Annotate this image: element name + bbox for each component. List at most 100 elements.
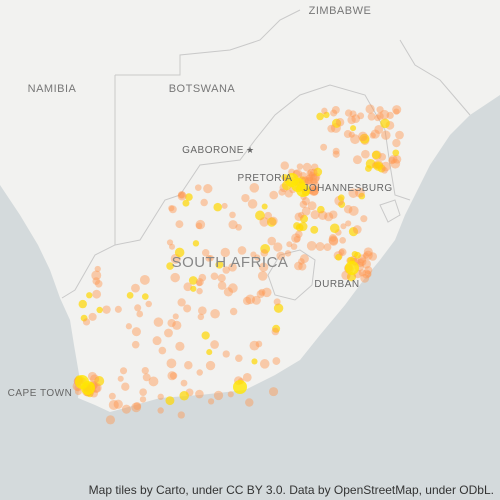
dot	[332, 150, 340, 158]
dot	[136, 310, 144, 318]
country-label: ZIMBABWE	[309, 5, 372, 17]
dot	[298, 211, 305, 219]
dot	[198, 273, 207, 282]
dot	[293, 222, 301, 230]
dot	[172, 313, 179, 320]
dot	[152, 336, 162, 346]
dot	[323, 111, 330, 119]
dot	[177, 411, 185, 419]
city-label: PRETORIA	[238, 173, 293, 184]
dot	[195, 222, 203, 230]
dot	[195, 389, 204, 399]
dot	[338, 249, 345, 256]
dot	[299, 214, 309, 223]
dot	[291, 233, 301, 244]
dot	[260, 243, 271, 254]
dot	[174, 247, 185, 258]
dot	[74, 387, 82, 396]
dot	[329, 223, 340, 234]
dot	[158, 346, 167, 355]
dot	[310, 173, 318, 181]
dot	[390, 158, 401, 169]
namibia-border	[61, 75, 116, 299]
dot	[355, 187, 365, 198]
dot	[344, 109, 353, 117]
dot	[324, 212, 334, 222]
dot	[350, 125, 357, 132]
dot	[360, 273, 370, 283]
city-label: CAPE TOWN	[8, 388, 73, 399]
dot	[295, 230, 303, 238]
dot	[178, 192, 185, 199]
dot	[349, 110, 357, 118]
dot	[294, 261, 303, 271]
eswatini	[379, 199, 401, 223]
dot	[105, 415, 116, 425]
dot	[317, 205, 325, 214]
dot	[308, 171, 316, 179]
hotspot	[75, 375, 89, 389]
dot	[228, 263, 237, 272]
dot	[311, 185, 319, 193]
dot	[114, 305, 122, 313]
hotspot	[296, 183, 310, 197]
dot	[222, 266, 230, 274]
dot	[249, 340, 260, 351]
sa-north-border	[179, 84, 411, 201]
dot	[358, 131, 368, 142]
dot	[307, 168, 316, 177]
dot	[304, 177, 312, 185]
dot	[227, 391, 234, 398]
dot	[294, 212, 303, 221]
dot	[141, 293, 149, 300]
dot	[87, 371, 97, 381]
dot	[94, 265, 101, 273]
dot	[145, 300, 152, 308]
dot	[185, 193, 193, 201]
dot	[360, 215, 368, 223]
dot	[376, 112, 384, 120]
dot	[304, 175, 314, 185]
dot	[362, 252, 370, 259]
dot	[330, 109, 338, 117]
dot	[367, 112, 376, 121]
dot	[299, 172, 307, 180]
dot	[388, 156, 396, 165]
dot	[202, 249, 210, 257]
dot	[250, 251, 257, 258]
dot	[352, 155, 362, 165]
dot	[228, 283, 238, 293]
dot	[273, 242, 283, 252]
dot	[272, 324, 281, 333]
dot	[273, 298, 281, 306]
dot	[196, 369, 203, 376]
dot	[348, 131, 355, 138]
dot	[374, 124, 384, 134]
dot	[242, 296, 252, 306]
dot	[205, 255, 213, 262]
dot	[357, 112, 365, 120]
dot	[343, 130, 352, 139]
city-label: GABORONE	[182, 145, 244, 156]
dot	[339, 236, 347, 244]
dot	[290, 243, 298, 250]
dot	[164, 328, 173, 338]
dot	[220, 247, 230, 258]
dot	[148, 376, 159, 387]
dot	[352, 225, 362, 234]
dot	[125, 323, 133, 330]
dot	[351, 114, 361, 123]
dot	[310, 225, 319, 234]
dot	[392, 149, 400, 157]
dot	[348, 188, 359, 198]
dot	[260, 249, 269, 257]
dot	[223, 287, 234, 297]
dot	[261, 203, 268, 210]
dot	[258, 288, 266, 296]
dot	[393, 108, 400, 115]
dot	[299, 200, 308, 209]
dot	[229, 211, 236, 219]
dot	[207, 398, 215, 405]
dot	[271, 327, 280, 336]
dot	[381, 167, 388, 174]
